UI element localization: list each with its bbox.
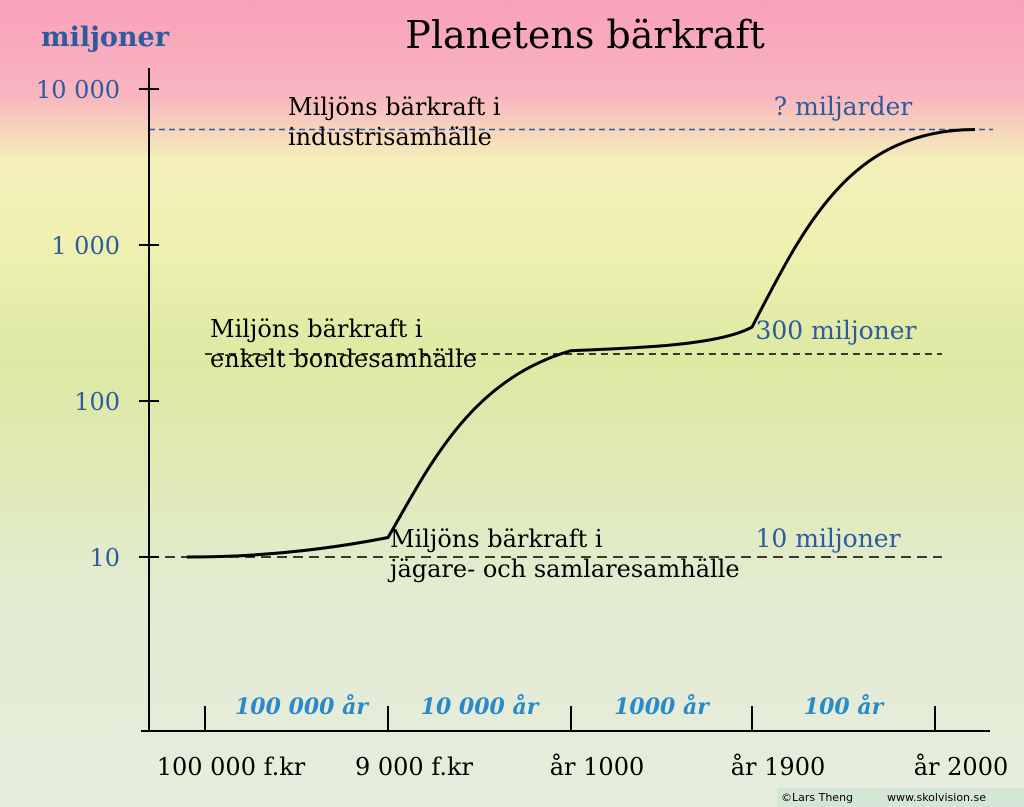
level-annotation: Miljöns bärkraft i [210,315,423,343]
level-annotation: industrisamhälle [288,123,492,151]
level-annotation: jägare- och samlaresamhälle [387,555,740,583]
level-annotation: Miljöns bärkraft i [288,93,501,121]
credit-site[interactable]: www.skolvision.se [887,791,987,804]
interval-label: 100 000 år [235,694,369,720]
level-value-label: 300 miljoner [755,316,916,345]
y-tick-label: 1 000 [51,232,120,260]
credit-bar: ©Lars Theng www.skolvision.se [777,788,1024,807]
y-tick-label: 10 [89,544,120,572]
y-axis-label: miljoner [41,22,170,53]
x-tick-label: år 1000 [550,752,645,781]
x-tick-label: år 2000 [914,752,1009,781]
x-tick-label: år 1900 [731,752,826,781]
level-annotation: Miljöns bärkraft i [390,525,603,553]
credit-author: ©Lars Theng [781,791,854,804]
interval-label: 1000 år [614,694,710,720]
x-tick-label: 9 000 f.kr [355,753,474,781]
level-annotation: enkelt bondesamhälle [210,345,477,373]
capacity-curve [186,128,976,559]
level-value-label: 10 miljoner [755,524,900,553]
y-tick-label: 100 [74,388,120,416]
chart-title: Planetens bärkraft [405,13,764,57]
level-value-label: ? miljarder [774,92,912,121]
x-tick-label: 100 000 f.kr [157,753,306,781]
interval-label: 10 000 år [421,694,540,720]
interval-label: 100 år [804,694,885,720]
y-tick-label: 10 000 [36,76,120,104]
